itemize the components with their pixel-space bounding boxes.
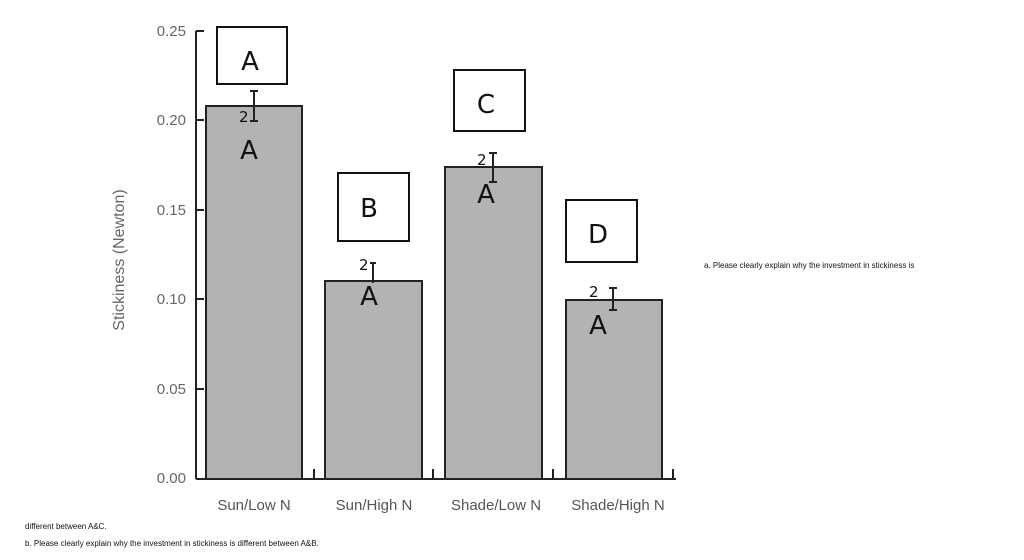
question-a-line1: a. Please clearly explain why the invest… <box>704 261 915 270</box>
svg-text:B: B <box>360 194 378 224</box>
bar-number: 2 <box>589 283 599 301</box>
bar-sun-high-n <box>324 280 423 480</box>
bar-number: 2 <box>359 256 369 274</box>
bar-letter: A <box>360 282 378 312</box>
svg-text:C: C <box>477 90 495 120</box>
bar-shade-low-n <box>444 166 543 480</box>
question-a-line2: different between A&C. <box>25 522 107 531</box>
question-b: b. Please clearly explain why the invest… <box>25 539 319 548</box>
bar-chart: Stickiness (Newton) 0.00 0.05 0.10 0.15 … <box>111 23 676 514</box>
box-label-d: D <box>565 199 638 263</box>
bar-sun-low-n <box>205 105 303 480</box>
svg-text:A: A <box>241 47 259 77</box>
bar-letter: A <box>477 180 495 210</box>
x-category-label: Shade/Low N <box>451 497 541 514</box>
bars <box>205 105 663 480</box>
y-axis: 0.00 0.05 0.10 0.15 0.20 0.25 <box>157 23 204 487</box>
x-category-label: Sun/Low N <box>217 497 290 514</box>
y-axis-title: Stickiness (Newton) <box>111 189 128 330</box>
svg-text:D: D <box>588 220 608 250</box>
bar-letter: A <box>589 311 607 341</box>
y-tick-label: 0.05 <box>157 381 186 398</box>
box-label-b: B <box>337 172 410 242</box>
bar-number: 2 <box>477 151 487 169</box>
bar-shade-high-n <box>565 299 663 480</box>
box-label-a: A <box>216 26 288 85</box>
x-category-label: Shade/High N <box>571 497 664 514</box>
y-tick-label: 0.20 <box>157 112 186 129</box>
y-tick-label: 0.25 <box>157 23 186 40</box>
box-label-c: C <box>453 69 526 132</box>
y-tick-label: 0.15 <box>157 202 186 219</box>
y-tick-label: 0.10 <box>157 291 186 308</box>
x-category-label: Sun/High N <box>336 497 413 514</box>
bar-number: 2 <box>239 108 249 126</box>
y-tick-label: 0.00 <box>157 470 186 487</box>
bar-letter: A <box>240 136 258 166</box>
error-bars <box>250 90 617 311</box>
